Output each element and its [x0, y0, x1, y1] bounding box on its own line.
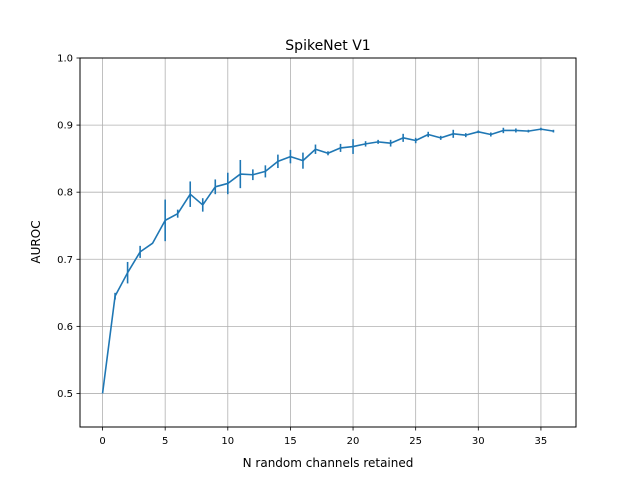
- x-tick-label: 30: [472, 436, 485, 447]
- x-tick-label: 0: [99, 436, 105, 447]
- x-tick-label: 20: [347, 436, 360, 447]
- chart-title: SpikeNet V1: [285, 38, 370, 54]
- x-tick-label: 25: [409, 436, 422, 447]
- x-tick-label: 10: [221, 436, 234, 447]
- x-tick-label: 35: [535, 436, 548, 447]
- y-tick-label: 0.5: [57, 389, 73, 400]
- y-tick-label: 0.6: [57, 322, 73, 333]
- plot-frame: [79, 57, 577, 428]
- y-axis-label: AUROC: [29, 220, 43, 263]
- x-axis-label: N random channels retained: [243, 456, 414, 470]
- series-line: [101, 128, 554, 394]
- y-tick-label: 0.8: [57, 188, 73, 199]
- x-axis-ticks: 0 5 10 15 20 25 30 35: [99, 427, 547, 447]
- y-tick-label: 1.0: [57, 54, 73, 65]
- x-tick-label: 5: [162, 436, 168, 447]
- y-tick-label: 0.7: [57, 255, 73, 266]
- x-tick-label: 15: [284, 436, 297, 447]
- grid: [80, 57, 576, 427]
- series: [101, 127, 555, 394]
- y-axis-ticks: 0.5 0.6 0.7 0.8 0.9 1.0: [57, 54, 80, 400]
- y-tick-label: 0.9: [57, 121, 73, 132]
